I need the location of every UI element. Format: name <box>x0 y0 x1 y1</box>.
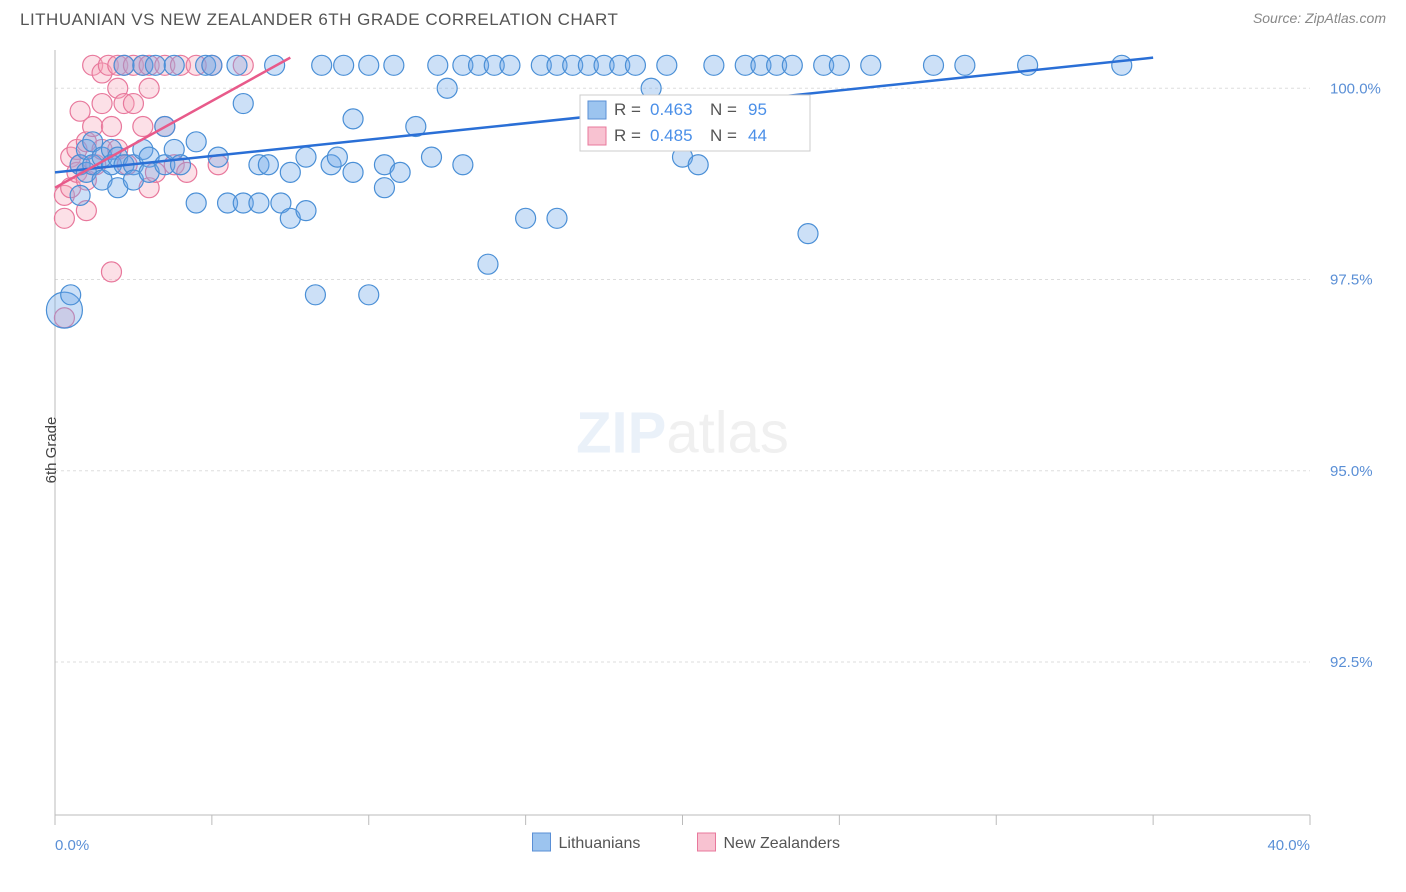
data-point <box>334 55 354 75</box>
data-point <box>312 55 332 75</box>
x-tick-label: 40.0% <box>1267 837 1310 854</box>
data-point <box>114 55 134 75</box>
data-point <box>92 94 112 114</box>
data-point <box>296 201 316 221</box>
legend-swatch <box>698 833 716 851</box>
data-point <box>924 55 944 75</box>
data-point <box>478 254 498 274</box>
data-point <box>54 208 74 228</box>
data-point <box>688 155 708 175</box>
data-point <box>133 117 153 137</box>
data-point <box>343 162 363 182</box>
data-point <box>500 55 520 75</box>
data-point <box>384 55 404 75</box>
data-point <box>305 285 325 305</box>
legend-n-label: N = <box>710 100 737 119</box>
data-point <box>437 78 457 98</box>
chart-source: Source: ZipAtlas.com <box>1253 10 1386 26</box>
data-point <box>61 285 81 305</box>
data-point <box>390 162 410 182</box>
data-point <box>547 208 567 228</box>
data-point <box>829 55 849 75</box>
data-point <box>359 285 379 305</box>
data-point <box>145 55 165 75</box>
legend-swatch <box>588 127 606 145</box>
data-point <box>139 78 159 98</box>
legend-n-value: 44 <box>748 126 767 145</box>
y-tick-label: 97.5% <box>1330 272 1373 289</box>
data-point <box>428 55 448 75</box>
legend-swatch <box>533 833 551 851</box>
data-point <box>258 155 278 175</box>
legend-n-value: 95 <box>748 100 767 119</box>
data-point <box>327 147 347 167</box>
data-point <box>101 262 121 282</box>
correlation-scatter-chart: 92.5% 95.0% 97.5% 100.0% 0.0% 40.0% ZIPatlas R … <box>10 35 1396 865</box>
data-point <box>453 155 473 175</box>
data-point <box>233 94 253 114</box>
data-point <box>516 208 536 228</box>
x-tick-label: 0.0% <box>55 837 89 854</box>
legend-r-label: R = <box>614 100 641 119</box>
data-point <box>202 55 222 75</box>
data-point <box>422 147 442 167</box>
data-point <box>625 55 645 75</box>
legend-series-label: Lithuanians <box>559 835 641 852</box>
data-point <box>280 162 300 182</box>
data-point <box>249 193 269 213</box>
data-point <box>798 224 818 244</box>
data-point <box>1112 55 1132 75</box>
data-point <box>101 117 121 137</box>
data-point <box>164 55 184 75</box>
y-tick-label: 95.0% <box>1330 463 1373 480</box>
data-point <box>359 55 379 75</box>
legend-r-label: R = <box>614 126 641 145</box>
data-point <box>955 55 975 75</box>
data-point <box>374 178 394 198</box>
legend-r-value: 0.485 <box>650 126 693 145</box>
data-point <box>343 109 363 129</box>
data-point <box>704 55 724 75</box>
data-point <box>296 147 316 167</box>
data-point <box>186 132 206 152</box>
legend-swatch <box>588 101 606 119</box>
data-point <box>123 94 143 114</box>
legend-n-label: N = <box>710 126 737 145</box>
data-point <box>861 55 881 75</box>
legend-series-label: New Zealanders <box>724 835 841 852</box>
y-axis-label: 6th Grade <box>43 417 60 484</box>
y-tick-label: 92.5% <box>1330 654 1373 671</box>
data-point <box>70 185 90 205</box>
data-point <box>186 193 206 213</box>
y-tick-label: 100.0% <box>1330 80 1381 97</box>
watermark: ZIPatlas <box>576 401 789 466</box>
data-point <box>657 55 677 75</box>
chart-title: LITHUANIAN VS NEW ZEALANDER 6TH GRADE CO… <box>20 10 618 30</box>
data-point <box>782 55 802 75</box>
data-point <box>227 55 247 75</box>
legend-r-value: 0.463 <box>650 100 693 119</box>
